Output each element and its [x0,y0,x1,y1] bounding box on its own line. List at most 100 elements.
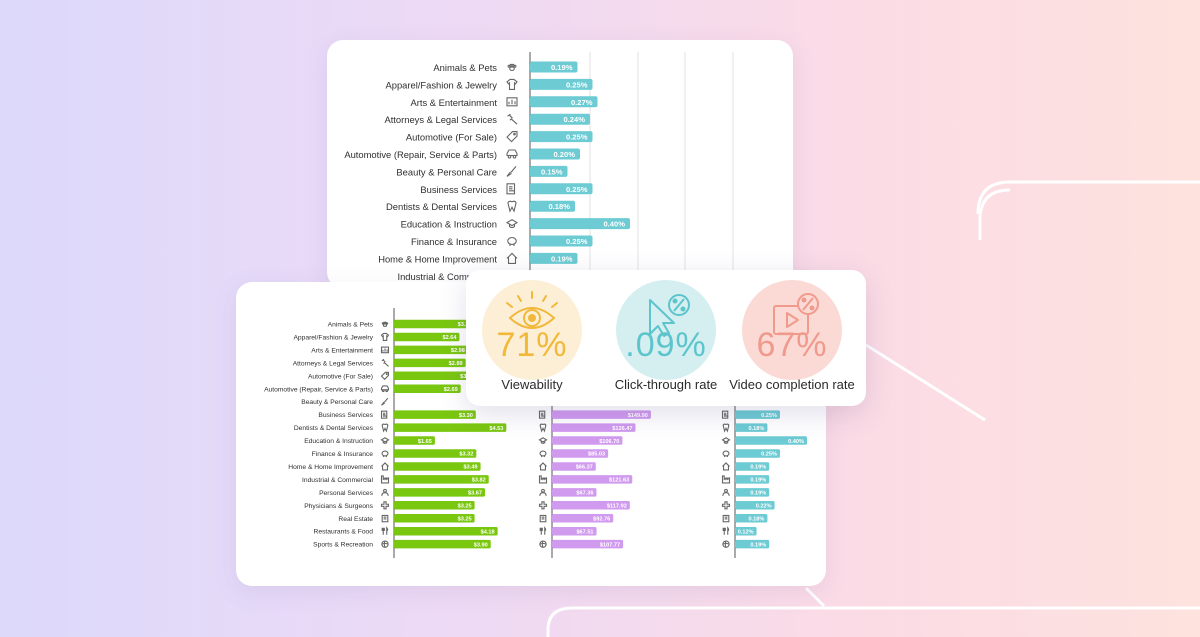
gavel-icon [507,113,518,125]
bar-arts-entertainment [530,96,598,108]
bar-series-1-attorneys-legal-services [394,358,466,368]
kpi-viewability: 71% Viewability [472,280,592,392]
bar-series-1-industrial-commercial [394,475,489,484]
kpi-viewability-label: Viewability [501,377,563,392]
kpi-vcr-circle: 67% Video completion rate [729,280,855,392]
bar-label-series-3-education-instruction: 0.40% [788,439,804,445]
bar-series-1-apparel-fashion-jewelry [394,332,460,342]
bar-automotive-repair-service-parts [530,148,580,160]
bar-series-2-business-services [552,410,651,419]
bar-label-series-2-personal-services: $67.36 [576,491,593,497]
document-icon [538,410,546,419]
category-label-sports-recreation: Sports & Recreation [313,542,373,549]
category-label-home-home-improvement: Home & Home Improvement [378,253,497,264]
bar-label-series-1-home-home-improvement: $3.49 [464,465,478,471]
document-icon [721,410,729,419]
bar-label-series-1-real-estate: $3.25 [458,516,472,522]
document-icon [506,183,516,195]
brush-icon [381,397,389,406]
bar-label-series-3-finance-insurance: 0.25% [761,452,777,458]
bar-home-home-improvement [530,252,578,264]
bar-series-1-automotive-repair-service-parts [394,384,461,393]
person-icon [381,488,389,496]
kpi-viewability-circle: 71% Viewability [482,280,582,392]
category-label-attorneys-legal-services: Attorneys & Legal Services [384,114,497,125]
bar-series-2-restaurants-food [552,526,597,536]
fork-knife-icon [381,526,389,535]
building-icon [539,514,547,523]
bar-label-home-home-improvement: 0.19% [551,254,573,263]
industry-benchmarks-chart: Animals & Pets $3.25 Apparel/Fashion & Jew… [264,308,807,558]
kpi-ctr-circle: .09% Click-through rate [615,280,717,392]
bar-series-3-restaurants-food [735,526,757,536]
bar-series-1-finance-insurance [394,449,477,458]
bar-label-series-2-restaurants-food: $67.51 [576,529,593,535]
bar-label-series-2-sports-recreation: $107.77 [600,542,620,548]
bar-series-2-industrial-commercial [552,475,633,484]
medical-cross-icon [538,501,548,510]
bar-series-3-real-estate [735,514,768,523]
bar-series-3-finance-insurance [735,449,780,458]
kpi-ctr-value: .09% [625,326,707,364]
bar-label-beauty-personal-care: 0.15% [541,167,563,176]
bar-series-2-dentists-dental-services [552,423,636,432]
car-icon [380,385,390,393]
bar-beauty-personal-care [530,165,568,177]
category-label-automotive-repair-service-parts: Automotive (Repair, Service & Parts) [344,149,497,160]
bar-animals-pets [530,61,578,73]
medical-cross-icon [380,501,390,510]
bar-label-series-1-automotive-repair-service-parts: $2.69 [444,387,458,393]
bar-label-automotive-for-sale: 0.25% [566,133,588,142]
kpi-vcr-label: Video completion rate [729,377,855,392]
bar-series-1-business-services [394,410,476,419]
bar-series-1-education-instruction [394,436,435,445]
ctr-by-industry-chart: Animals & Pets 0.19% Apparel/Fashion & Jew… [344,52,734,288]
bar-series-3-physicians-surgeons [735,501,775,510]
bar-series-1-automotive-for-sale [394,371,471,381]
tooth-icon [722,423,730,433]
category-label-dentists-dental-services: Dentists & Dental Services [294,425,374,432]
bar-education-instruction [530,218,630,230]
bar-label-series-2-business-services: $149.90 [628,413,648,419]
bar-label-series-1-restaurants-food: $4.18 [481,529,495,535]
bar-series-1-animals-pets [394,319,475,329]
bar-label-series-1-dentists-dental-services: $4.53 [489,426,503,432]
category-label-attorneys-legal-services: Attorneys & Legal Services [293,360,374,367]
bar-apparel-fashion-jewelry [530,78,593,90]
person-icon [722,488,730,496]
piggy-bank-icon [539,450,547,457]
house-icon [539,462,547,471]
bar-label-series-3-physicians-surgeons: 0.22% [756,504,772,510]
category-label-education-instruction: Education & Instruction [401,219,497,230]
bar-dentists-dental-services [530,200,575,212]
car-icon [506,149,518,159]
category-label-arts-entertainment: Arts & Entertainment [311,347,373,354]
bar-series-1-arts-entertainment [394,345,468,355]
category-label-animals-pets: Animals & Pets [433,62,497,73]
bar-label-series-2-industrial-commercial: $121.63 [609,478,629,484]
bar-label-series-1-sports-recreation: $3.90 [474,542,488,548]
bar-automotive-for-sale [530,131,593,143]
kpi-vcr-value: 67% [756,326,828,364]
bar-label-education-instruction: 0.40% [603,220,625,229]
bar-label-series-1-physicians-surgeons: $3.25 [458,504,472,510]
tooth-icon [539,423,547,433]
bar-series-2-finance-insurance [552,449,609,458]
bar-series-3-home-home-improvement [735,462,770,471]
bar-series-3-sports-recreation [735,539,770,549]
category-label-education-instruction: Education & Instruction [304,438,373,445]
category-label-automotive-repair-service-parts: Automotive (Repair, Service & Parts) [264,386,373,393]
bar-label-business-services: 0.25% [566,185,588,194]
bar-label-series-1-personal-services: $3.67 [468,491,482,497]
bar-label-series-3-sports-recreation: 0.19% [750,542,766,548]
bar-label-series-1-automotive-for-sale: $3. [460,374,468,380]
bar-series-3-personal-services [735,488,770,497]
bar-label-apparel-fashion-jewelry: 0.25% [566,80,588,89]
eye-icon [506,291,558,329]
bar-label-series-3-dentists-dental-services: 0.18% [749,426,765,432]
bar-label-animals-pets: 0.19% [551,63,573,72]
kpi-vcr: 67% Video completion rate [729,280,855,392]
house-icon [381,462,389,471]
bar-label-series-3-restaurants-food: 0.12% [738,529,754,535]
building-icon [381,514,389,523]
